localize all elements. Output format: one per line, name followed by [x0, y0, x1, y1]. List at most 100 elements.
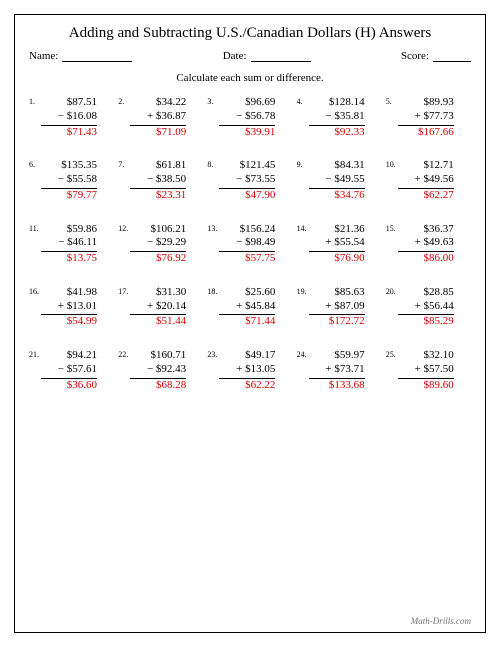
operand-top: $41.98 [41, 286, 97, 300]
problem: 10.$12.71+ $49.56$62.27 [386, 159, 471, 202]
operand-bottom: − $73.55 [219, 173, 275, 189]
score-field: Score: [401, 50, 471, 62]
problem-body: $61.81− $38.50$23.31 [130, 159, 186, 202]
problem: 13.$156.24− $98.49$57.75 [207, 223, 292, 266]
answer: $79.77 [41, 189, 97, 203]
answer: $62.27 [398, 189, 454, 203]
operand-bottom: + $49.56 [398, 173, 454, 189]
problem-number: 2. [118, 96, 130, 106]
problem-number: 24. [297, 349, 309, 359]
operand-top: $94.21 [41, 349, 97, 363]
problem-number: 23. [207, 349, 219, 359]
problem: 2.$34.22+ $36.87$71.09 [118, 96, 203, 139]
problem: 25.$32.10+ $57.50$89.60 [386, 349, 471, 392]
operand-bottom: + $36.87 [130, 110, 186, 126]
date-label: Date: [223, 50, 247, 62]
problem: 8.$121.45− $73.55$47.90 [207, 159, 292, 202]
problem-number: 9. [297, 159, 309, 169]
problem: 17.$31.30+ $20.14$51.44 [118, 286, 203, 329]
problem-number: 4. [297, 96, 309, 106]
problem-number: 7. [118, 159, 130, 169]
operand-top: $96.69 [219, 96, 275, 110]
operand-top: $156.24 [219, 223, 275, 237]
problem-number: 22. [118, 349, 130, 359]
problem-body: $41.98+ $13.01$54.99 [41, 286, 97, 329]
problem-body: $34.22+ $36.87$71.09 [130, 96, 186, 139]
problem-number: 13. [207, 223, 219, 233]
problem-body: $31.30+ $20.14$51.44 [130, 286, 186, 329]
problem: 6.$135.35− $55.58$79.77 [29, 159, 114, 202]
answer: $167.66 [398, 126, 454, 140]
answer: $68.28 [130, 379, 186, 393]
problem-grid: 1.$87.51− $16.08$71.432.$34.22+ $36.87$7… [29, 96, 471, 392]
operand-top: $25.60 [219, 286, 275, 300]
problem-body: $59.86− $46.11$13.75 [41, 223, 97, 266]
operand-bottom: − $92.43 [130, 363, 186, 379]
answer: $71.09 [130, 126, 186, 140]
answer: $86.00 [398, 252, 454, 266]
problem-body: $135.35− $55.58$79.77 [41, 159, 97, 202]
operand-top: $160.71 [130, 349, 186, 363]
answer: $47.90 [219, 189, 275, 203]
date-blank [251, 52, 311, 62]
answer: $71.43 [41, 126, 97, 140]
answer: $57.75 [219, 252, 275, 266]
answer: $54.99 [41, 315, 97, 329]
problem-number: 16. [29, 286, 41, 296]
meta-row: Name: Date: Score: [29, 50, 471, 62]
answer: $13.75 [41, 252, 97, 266]
answer: $62.22 [219, 379, 275, 393]
problem: 23.$49.17+ $13.05$62.22 [207, 349, 292, 392]
problem-body: $106.21− $29.29$76.92 [130, 223, 186, 266]
score-label: Score: [401, 50, 429, 62]
problem-body: $96.69− $56.78$39.91 [219, 96, 275, 139]
answer: $36.60 [41, 379, 97, 393]
problem-body: $12.71+ $49.56$62.27 [398, 159, 454, 202]
operand-top: $59.86 [41, 223, 97, 237]
problem-body: $128.14− $35.81$92.33 [309, 96, 365, 139]
problem: 1.$87.51− $16.08$71.43 [29, 96, 114, 139]
operand-top: $106.21 [130, 223, 186, 237]
operand-bottom: + $87.09 [309, 300, 365, 316]
footer-text: Math-Drills.com [411, 616, 471, 626]
problem-number: 3. [207, 96, 219, 106]
problem-number: 1. [29, 96, 41, 106]
operand-bottom: + $20.14 [130, 300, 186, 316]
problem: 9.$84.31− $49.55$34.76 [297, 159, 382, 202]
answer: $34.76 [309, 189, 365, 203]
problem: 18.$25.60+ $45.84$71.44 [207, 286, 292, 329]
instruction-text: Calculate each sum or difference. [29, 72, 471, 84]
operand-top: $121.45 [219, 159, 275, 173]
problem: 5.$89.93+ $77.73$167.66 [386, 96, 471, 139]
answer: $76.92 [130, 252, 186, 266]
operand-top: $36.37 [398, 223, 454, 237]
worksheet-page: Adding and Subtracting U.S./Canadian Dol… [14, 14, 486, 633]
problem-number: 10. [386, 159, 398, 169]
problem: 7.$61.81− $38.50$23.31 [118, 159, 203, 202]
answer: $76.90 [309, 252, 365, 266]
answer: $85.29 [398, 315, 454, 329]
operand-top: $61.81 [130, 159, 186, 173]
problem-number: 25. [386, 349, 398, 359]
problem-number: 20. [386, 286, 398, 296]
answer: $133.68 [309, 379, 365, 393]
problem-body: $36.37+ $49.63$86.00 [398, 223, 454, 266]
operand-top: $84.31 [309, 159, 365, 173]
problem: 15.$36.37+ $49.63$86.00 [386, 223, 471, 266]
operand-top: $28.85 [398, 286, 454, 300]
operand-bottom: + $56.44 [398, 300, 454, 316]
operand-bottom: − $56.78 [219, 110, 275, 126]
operand-bottom: + $13.01 [41, 300, 97, 316]
operand-bottom: − $16.08 [41, 110, 97, 126]
problem-number: 8. [207, 159, 219, 169]
operand-bottom: − $46.11 [41, 236, 97, 252]
problem: 16.$41.98+ $13.01$54.99 [29, 286, 114, 329]
problem: 22.$160.71− $92.43$68.28 [118, 349, 203, 392]
problem-number: 15. [386, 223, 398, 233]
problem-body: $49.17+ $13.05$62.22 [219, 349, 275, 392]
problem: 24.$59.97+ $73.71$133.68 [297, 349, 382, 392]
problem-body: $121.45− $73.55$47.90 [219, 159, 275, 202]
problem-body: $160.71− $92.43$68.28 [130, 349, 186, 392]
operand-top: $12.71 [398, 159, 454, 173]
answer: $89.60 [398, 379, 454, 393]
